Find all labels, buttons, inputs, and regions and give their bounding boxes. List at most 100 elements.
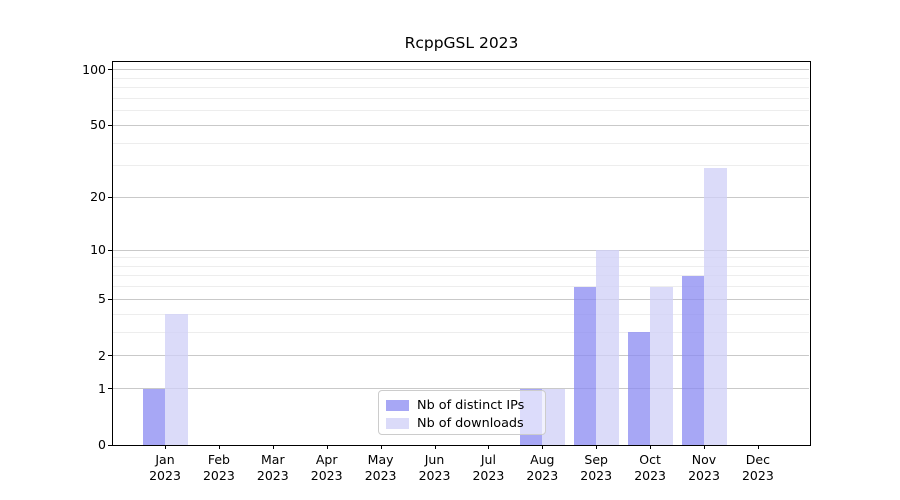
x-axis-tick (650, 445, 652, 449)
y-gridline-minor (113, 87, 809, 89)
y-tick-label: 50 (90, 117, 106, 133)
y-gridline-minor (113, 77, 809, 79)
x-tick-month: May (367, 452, 394, 467)
y-axis-tick (108, 388, 113, 390)
y-gridline-major (113, 388, 809, 390)
x-tick-year: 2023 (741, 468, 774, 483)
x-axis-tick (704, 445, 705, 449)
y-gridline-minor (113, 275, 809, 277)
legend-swatch (386, 417, 409, 429)
x-tick-year: 2023 (688, 468, 720, 483)
y-gridline-minor (113, 265, 809, 267)
x-tick-month: Jul (480, 452, 496, 467)
legend-item: Nb of distinct IPs (386, 396, 537, 414)
y-gridline-minor (113, 257, 809, 259)
x-tick-year: 2023 (364, 468, 397, 483)
y-gridline-minor (113, 97, 809, 99)
x-tick-label: Dec 2023 (728, 452, 788, 484)
y-gridline-minor (113, 142, 809, 144)
y-gridline-major (113, 196, 809, 198)
x-tick-month: Jan (155, 452, 175, 467)
y-tick-label: 1 (98, 380, 106, 396)
y-axis-tick (108, 196, 113, 198)
y-axis-tick (108, 444, 113, 446)
x-axis-tick (218, 445, 220, 449)
x-tick-month: Feb (207, 452, 230, 467)
y-gridline-minor (113, 110, 809, 112)
x-tick-label: Oct 2023 (620, 452, 680, 484)
x-tick-year: 2023 (634, 468, 666, 483)
x-tick-month: Oct (639, 452, 661, 467)
y-axis-tick (108, 249, 113, 251)
x-tick-year: 2023 (526, 468, 559, 483)
legend: Nb of distinct IPs Nb of downloads (378, 390, 546, 435)
y-gridline-major (113, 69, 809, 71)
x-tick-label: Nov 2023 (674, 452, 734, 484)
y-tick-label: 5 (98, 291, 106, 307)
bar-distinct-ips (627, 332, 651, 445)
x-tick-year: 2023 (310, 468, 343, 483)
x-axis-tick (757, 445, 759, 449)
y-axis-tick (108, 124, 113, 126)
bar-distinct-ips (681, 275, 704, 445)
bar-downloads (704, 168, 727, 445)
x-tick-year: 2023 (418, 468, 451, 483)
x-tick-label: Aug 2023 (512, 452, 572, 484)
x-tick-month: Sep (584, 452, 608, 467)
y-axis-tick (108, 69, 113, 71)
bar-distinct-ips (573, 286, 597, 445)
legend-item: Nb of downloads (386, 414, 537, 432)
y-axis-tick (108, 355, 113, 357)
bar-downloads (542, 388, 565, 445)
y-tick-label: 100 (82, 61, 106, 77)
x-axis-tick (488, 445, 490, 449)
x-tick-month: Nov (691, 452, 717, 467)
x-tick-month: Jun (424, 452, 445, 467)
y-gridline-major (113, 355, 809, 357)
bar-distinct-ips (142, 388, 165, 445)
bar-downloads (650, 286, 673, 445)
legend-swatch (386, 399, 409, 411)
y-tick-label: 0 (98, 437, 106, 452)
y-gridline-major (113, 298, 809, 300)
y-axis-tick (108, 298, 113, 300)
y-gridline-minor (113, 165, 809, 167)
chart-title: RcppGSL 2023 (404, 34, 519, 52)
bar-downloads (165, 314, 188, 445)
y-gridline-minor (113, 286, 809, 288)
y-tick-label: 20 (90, 189, 106, 205)
y-tick-label: 10 (90, 242, 106, 257)
x-tick-month: Aug (530, 452, 555, 467)
x-axis-tick (434, 445, 436, 449)
y-gridline-major (113, 249, 809, 251)
x-tick-month: Apr (315, 452, 338, 467)
x-tick-label: Apr 2023 (297, 452, 357, 484)
legend-label: Nb of distinct IPs (417, 397, 525, 413)
x-axis-tick (326, 445, 328, 449)
bar-downloads (596, 250, 619, 445)
x-tick-year: 2023 (256, 468, 289, 483)
x-axis-tick (165, 445, 166, 449)
plot-area-border (112, 61, 811, 446)
legend-label: Nb of downloads (417, 415, 524, 431)
x-tick-month: Dec (745, 452, 770, 467)
x-tick-label: Jul 2023 (458, 452, 518, 484)
x-axis-tick (272, 445, 274, 449)
x-axis-tick (542, 445, 544, 449)
x-tick-label: Jun 2023 (405, 452, 465, 484)
x-tick-year: 2023 (580, 468, 613, 483)
x-tick-label: Jan 2023 (135, 452, 195, 484)
y-gridline-minor (113, 313, 809, 315)
x-tick-label: Sep 2023 (566, 452, 626, 484)
y-gridline-major (113, 124, 809, 126)
x-tick-month: Mar (261, 452, 285, 467)
x-tick-label: May 2023 (351, 452, 411, 484)
y-gridline-minor (113, 331, 809, 333)
x-tick-label: Mar 2023 (243, 452, 303, 484)
x-tick-year: 2023 (202, 468, 235, 483)
x-tick-year: 2023 (149, 468, 181, 483)
x-tick-label: Feb 2023 (189, 452, 249, 484)
y-tick-label: 2 (98, 347, 106, 363)
x-tick-year: 2023 (472, 468, 505, 483)
